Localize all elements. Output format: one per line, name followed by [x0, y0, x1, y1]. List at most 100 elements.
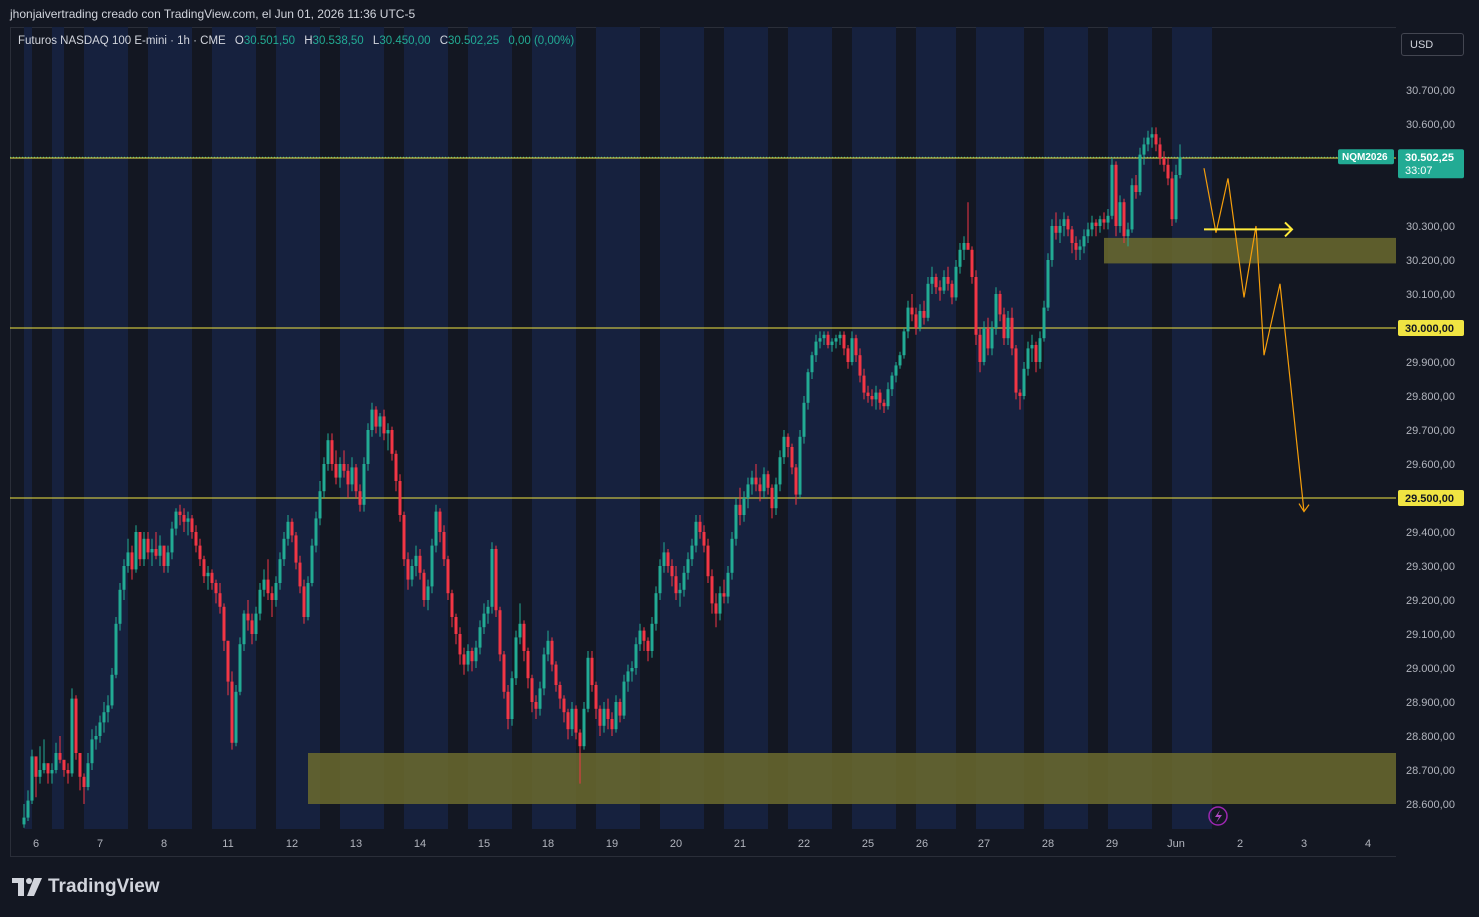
candle-body: [778, 457, 782, 485]
candle-body: [470, 651, 474, 662]
candle-body: [222, 606, 226, 641]
candle-body: [494, 549, 498, 611]
candle-body: [626, 671, 630, 682]
session-band: [976, 27, 1024, 829]
candle-body: [110, 674, 114, 706]
candle-body: [666, 552, 670, 566]
candle-body: [570, 708, 574, 730]
candle-body: [678, 589, 682, 594]
price-axis[interactable]: 30.700,00 30.600,00 30.300,00 30.200,00 30.1…: [1338, 27, 1468, 857]
candle-body: [962, 243, 966, 250]
price-level-tag-label: 30.000,00: [1405, 323, 1454, 335]
candle-body: [906, 307, 910, 332]
candle-body: [226, 640, 230, 682]
candle-body: [734, 504, 738, 539]
price-tick-label: 28.700,00: [1406, 765, 1455, 777]
candle-body: [750, 477, 754, 485]
candle-body: [106, 705, 110, 713]
candle-body: [406, 559, 410, 580]
candle-body: [718, 593, 722, 614]
candle-body: [486, 606, 490, 614]
session-band: [404, 27, 448, 829]
time-tick-label: 28: [1042, 838, 1054, 850]
time-axis[interactable]: 6 7 8 11 12 13 14 15 18 19 20 21 22 25 26 27 28 29 Jun 2 3 4: [33, 838, 1371, 850]
candle-body: [414, 555, 418, 566]
candle-body: [890, 375, 894, 390]
candle-body: [670, 566, 674, 577]
time-tick-label: 14: [414, 838, 426, 850]
candle-body: [838, 334, 842, 339]
candle-body: [26, 800, 30, 818]
candle-body: [638, 630, 642, 645]
candle-body: [1066, 219, 1070, 230]
candle-body: [370, 409, 374, 430]
candle-body: [698, 521, 702, 532]
candle-body: [326, 440, 330, 464]
candle-body: [822, 334, 826, 339]
candle-body: [70, 698, 74, 774]
candle-body: [214, 583, 218, 594]
candle-body: [834, 338, 838, 342]
candle-body: [530, 678, 534, 702]
candle-body: [158, 545, 162, 556]
candle-body: [694, 521, 698, 546]
event-marker[interactable]: [1208, 806, 1228, 826]
session-band: [916, 27, 956, 829]
candle-body: [774, 484, 778, 509]
candle-body: [502, 654, 506, 692]
price-tick-label: 29.200,00: [1406, 595, 1455, 607]
candle-body: [590, 657, 594, 685]
last-price-tag: [1398, 149, 1464, 179]
candle-body: [150, 549, 154, 553]
currency-selector[interactable]: USD: [1401, 33, 1464, 56]
time-tick-label: 6: [33, 838, 39, 850]
candle-body: [1062, 219, 1066, 226]
candle-body: [490, 549, 494, 607]
candle-body: [30, 756, 34, 801]
candle-body: [1054, 226, 1058, 233]
candle-body: [1034, 345, 1038, 362]
candle-body: [278, 559, 282, 583]
candle-body: [354, 467, 358, 492]
candle-body: [390, 430, 394, 454]
tradingview-logo[interactable]: TradingView: [12, 876, 160, 898]
candle-body: [162, 545, 166, 566]
candle-body: [578, 732, 582, 747]
candle-body: [118, 589, 122, 624]
candle-body: [362, 464, 366, 505]
high-value: 30.538,50: [312, 35, 364, 47]
candle-body: [1010, 317, 1014, 349]
session-band: [1172, 27, 1212, 829]
candle-body: [814, 341, 818, 356]
candle-body: [182, 515, 186, 522]
candle-body: [518, 623, 522, 638]
candle-body: [378, 416, 382, 427]
candle-body: [1086, 229, 1090, 237]
candle-body: [266, 579, 270, 594]
last-price-value: 30.502,25: [1405, 152, 1454, 164]
candle-body: [878, 392, 882, 403]
candle-body: [662, 552, 666, 566]
candle-body: [742, 498, 746, 515]
candle-body: [850, 338, 854, 362]
brand-name: TradingView: [48, 876, 160, 897]
price-chart[interactable]: 30.700,00 30.600,00 30.300,00 30.200,00 30.1…: [10, 27, 1468, 857]
candle-body: [1002, 314, 1006, 339]
price-tick-label: 29.900,00: [1406, 357, 1455, 369]
symbol-label[interactable]: Futuros NASDAQ 100 E-mini · 1h · CME: [18, 35, 226, 47]
candle-body: [646, 640, 650, 651]
candle-body: [250, 620, 254, 634]
candle-body: [306, 583, 310, 617]
candle-body: [338, 464, 342, 478]
low-value: 30.450,00: [379, 35, 431, 47]
candle-body: [754, 477, 758, 485]
candle-body: [858, 355, 862, 376]
symbol-legend[interactable]: Futuros NASDAQ 100 E-mini · 1h · CME O30…: [18, 35, 574, 47]
candle-body: [1026, 348, 1030, 369]
candle-body: [98, 722, 102, 736]
session-shading: [24, 27, 1212, 829]
projection-drawing[interactable]: [1203, 168, 1310, 513]
candle-body: [294, 535, 298, 563]
candle-body: [450, 593, 454, 617]
candle-body: [726, 572, 730, 597]
